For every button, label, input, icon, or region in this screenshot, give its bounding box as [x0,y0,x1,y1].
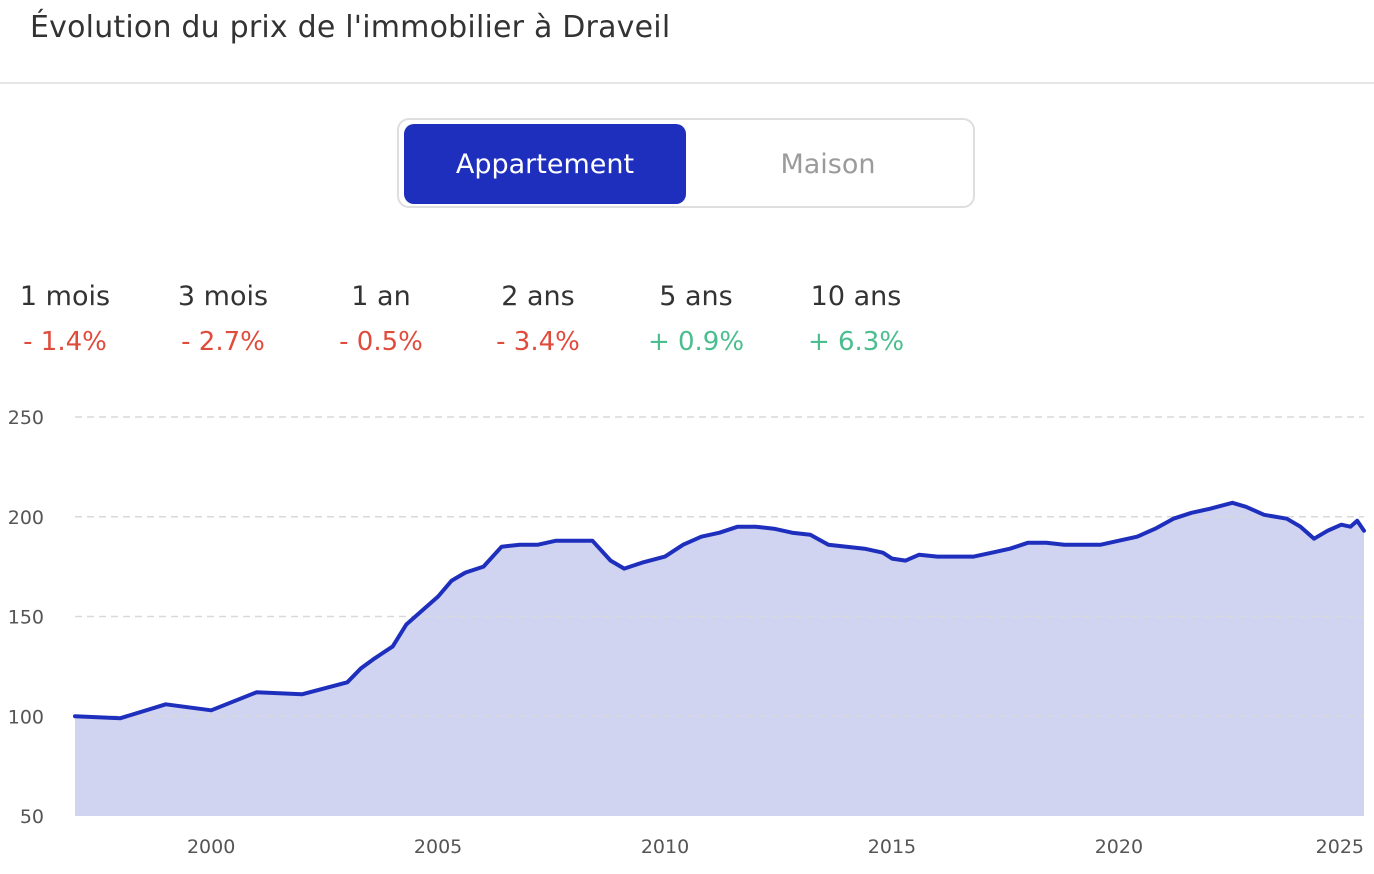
stat-2-ans: 2 ans - 3.4% [468,278,608,357]
stat-3-mois: 3 mois - 2.7% [153,278,293,357]
stat-5-ans: 5 ans + 0.9% [626,278,766,357]
stat-10-ans: 10 ans + 6.3% [786,278,926,357]
maison-tab[interactable]: Maison [780,148,876,180]
stat-1-an: 1 an - 0.5% [311,278,451,357]
stat-label: 2 ans [501,281,575,312]
stat-label: 3 mois [177,281,269,312]
y-tick-label: 150 [8,607,44,629]
stat-value: + 0.9% [647,327,745,357]
x-tick-label: 2025 [1316,836,1364,858]
property-type-toggle: Appartement Maison [397,118,975,208]
y-tick-label: 250 [8,407,44,429]
y-tick-label: 200 [8,507,44,529]
price-change-stats: 1 mois - 1.4% 3 mois - 2.7% 1 an - 0.5% … [0,278,940,368]
y-tick-label: 100 [8,706,44,728]
appartement-tab[interactable]: Appartement [404,124,686,204]
x-tick-label: 2010 [641,836,689,858]
stat-label: 10 ans [810,281,902,312]
x-tick-label: 2015 [868,836,916,858]
header-divider [0,82,1374,84]
stat-1-mois: 1 mois - 1.4% [0,278,135,357]
page-title: Évolution du prix de l'immobilier à Drav… [30,10,671,45]
stat-value: + 6.3% [807,327,905,357]
x-tick-label: 2005 [414,836,462,858]
stat-label: 1 an [351,281,411,312]
stat-label: 5 ans [659,281,733,312]
series-area [75,502,1364,816]
x-tick-label: 2020 [1095,836,1143,858]
y-tick-label: 50 [20,806,44,828]
stat-value: - 2.7% [181,327,265,357]
x-tick-label: 2000 [187,836,235,858]
stat-value: - 3.4% [496,327,580,357]
price-chart: 50 100 150 200 250 2000 2005 2010 2015 2020 2025 [8,407,1366,858]
series-line [73,500,1366,721]
stat-label: 1 mois [19,281,111,312]
stat-value: - 1.4% [23,327,107,357]
stat-value: - 0.5% [339,327,423,357]
